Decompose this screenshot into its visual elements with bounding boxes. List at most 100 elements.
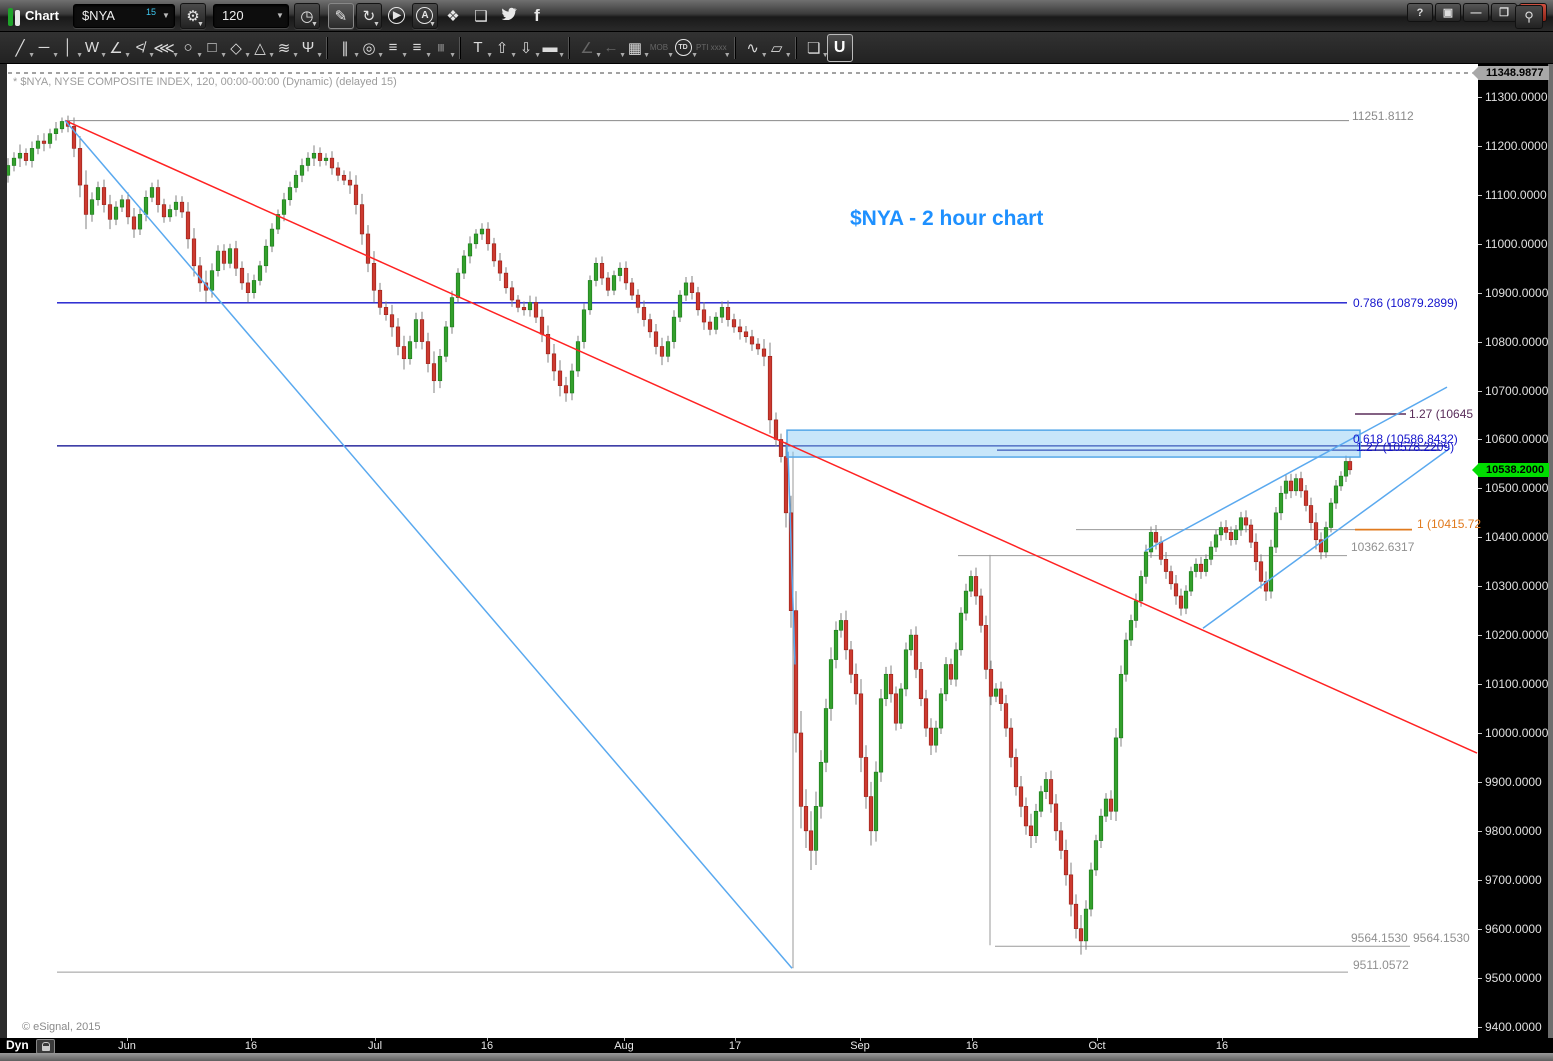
- blue-long-diagonal[interactable]: [64, 119, 793, 969]
- candle-body: [563, 385, 569, 394]
- candle-body: [1213, 534, 1219, 548]
- chart-canvas[interactable]: [7, 64, 1478, 1038]
- candle-body: [1098, 815, 1104, 841]
- interval-value: 120: [221, 8, 244, 23]
- vertical-line-tool[interactable]: │ ▼: [63, 39, 83, 59]
- price-axis-label: 10400.0000: [1485, 530, 1549, 545]
- ellipse-tool[interactable]: ○ ▼: [183, 39, 203, 59]
- blue-steep-segment[interactable]: [787, 451, 796, 665]
- play-icon: ▶: [388, 7, 406, 24]
- pin-toolbar-button[interactable]: ⚲: [1515, 5, 1543, 29]
- candle-body: [1183, 590, 1189, 609]
- channel-tool[interactable]: ∥ ▼: [341, 39, 360, 59]
- share-tag-icon: ❖: [446, 7, 460, 25]
- refresh-interval-button[interactable]: ↻ ▼: [355, 2, 382, 29]
- twitter-button[interactable]: [496, 3, 522, 29]
- callout-tool[interactable]: ❏ ▼: [806, 39, 829, 59]
- horizontal-line-tool[interactable]: ─ ▼: [38, 39, 59, 59]
- lock-icon[interactable]: [36, 1039, 55, 1054]
- symbol-value: $NYA: [81, 8, 115, 23]
- pti-tool[interactable]: PTI xxxx ▼: [696, 43, 731, 59]
- rising-wedge-lower[interactable]: [1202, 447, 1451, 629]
- comment-bubble-button[interactable]: ❑: [468, 3, 494, 29]
- rectangle-tool[interactable]: □ ▼: [207, 39, 227, 59]
- grid-tool[interactable]: ▦ ▼: [627, 39, 650, 59]
- candle-body: [719, 307, 725, 318]
- toolbar-separator: [568, 36, 569, 59]
- candle-body: [1028, 825, 1034, 837]
- highlight-resistance-box[interactable]: [786, 429, 1361, 458]
- symbol-input[interactable]: $NYA 15 ▼: [72, 3, 175, 28]
- chart-plot[interactable]: [0, 64, 1553, 1038]
- price-axis[interactable]: [1478, 64, 1548, 1038]
- share-tag-button[interactable]: ❖: [440, 3, 466, 29]
- mob-tool[interactable]: MOB ▼: [649, 43, 674, 59]
- help-button[interactable]: ?: [1407, 3, 1433, 22]
- rising-wedge-upper[interactable]: [1144, 386, 1448, 552]
- candle-body: [893, 693, 899, 724]
- symbol-settings-button[interactable]: ⚙ ▼: [179, 2, 206, 29]
- price-levels-tool[interactable]: ≡ ▼: [412, 39, 432, 59]
- pencil-draw-button[interactable]: ✎: [327, 2, 354, 29]
- diamond-tool[interactable]: ◇ ▼: [230, 39, 251, 59]
- facebook-button[interactable]: f: [524, 3, 550, 29]
- minimize-button[interactable]: —: [1463, 3, 1489, 22]
- triangle-tool[interactable]: △ ▼: [254, 39, 275, 59]
- candle-body: [767, 355, 773, 421]
- interval-dropdown-caret[interactable]: ▼: [276, 11, 284, 20]
- candle-body: [551, 353, 557, 372]
- time-axis-label: Sep: [850, 1040, 870, 1052]
- candle-body: [1158, 541, 1164, 560]
- arrow-up-tool[interactable]: ⇧ ▼: [495, 39, 517, 59]
- td-tool[interactable]: TD ▼: [672, 35, 698, 61]
- price-axis-label: 9400.0000: [1485, 1019, 1542, 1034]
- refresh-interval-icon: ↻: [362, 7, 376, 25]
- price-axis-label: 11200.0000: [1485, 138, 1548, 153]
- time-template-button[interactable]: ◷ ▼: [293, 2, 320, 29]
- magnet-tool[interactable]: U: [826, 33, 853, 62]
- dynamic-mode-label: Dyn: [6, 1038, 29, 1052]
- auto-annotate-button[interactable]: A ▼: [411, 2, 438, 29]
- pitchfork-tool[interactable]: Ψ ▼: [301, 39, 323, 59]
- trendline-tool[interactable]: ╱ ▼: [15, 39, 35, 59]
- candle-body: [1018, 786, 1024, 807]
- candle-body: [395, 326, 401, 347]
- zigzag-tool[interactable]: W ▼: [84, 39, 107, 59]
- candle-body: [569, 370, 575, 394]
- fib-fan-tool[interactable]: ⋘ ▼: [153, 39, 179, 59]
- filled-shape-tool[interactable]: ▬ ▼: [542, 39, 566, 59]
- candle-body: [1163, 559, 1169, 572]
- vertical-levels-tool[interactable]: ||| ▼: [437, 43, 456, 59]
- candle-body: [1048, 779, 1054, 805]
- horizontal-levels-tool[interactable]: ≡ ▼: [388, 39, 408, 59]
- price-axis-tick: [1478, 194, 1482, 196]
- price-axis-tick: [1478, 732, 1482, 734]
- red-downtrend-line[interactable]: [64, 119, 1478, 754]
- arrow-down-tool[interactable]: ⇩ ▼: [519, 39, 541, 59]
- fib-retracement-tool[interactable]: ∠ ▼: [109, 39, 131, 59]
- ray-fan-tool[interactable]: ∠ ▼: [580, 39, 602, 59]
- candle-body: [629, 282, 635, 296]
- circles-tool[interactable]: ◎ ▼: [362, 39, 384, 59]
- parallel-lines-tool[interactable]: ≋ ▼: [277, 39, 299, 59]
- symbol-dropdown-caret[interactable]: ▼: [162, 11, 170, 20]
- candle-body: [383, 307, 389, 315]
- extend-left-tool[interactable]: ← ▼: [603, 39, 627, 59]
- text-icon: T: [473, 39, 483, 56]
- interval-input[interactable]: 120 ▼: [212, 3, 289, 28]
- candle-body: [707, 321, 713, 330]
- candle-body: [341, 174, 347, 181]
- play-button[interactable]: ▶: [384, 3, 410, 29]
- fib-extension-tool[interactable]: ≮ ▼: [135, 39, 155, 59]
- candle-body: [1218, 527, 1224, 536]
- restore-button[interactable]: ❐: [1491, 3, 1517, 22]
- price-axis-label: 10500.0000: [1485, 481, 1549, 496]
- window-layout-button[interactable]: ▣: [1435, 3, 1461, 22]
- price-axis-tick: [1478, 684, 1482, 686]
- price-axis-tick: [1478, 635, 1482, 637]
- text-tool[interactable]: T ▼: [473, 39, 493, 59]
- time-axis[interactable]: Dyn Jun 16 Jul 16 Aug 17 Sep 16 Oct 16: [0, 1038, 1553, 1054]
- price-axis-tick: [1478, 1026, 1482, 1028]
- wave-tool[interactable]: ∿ ▼: [746, 39, 768, 59]
- eraser-tool[interactable]: ▱ ▼: [770, 39, 792, 59]
